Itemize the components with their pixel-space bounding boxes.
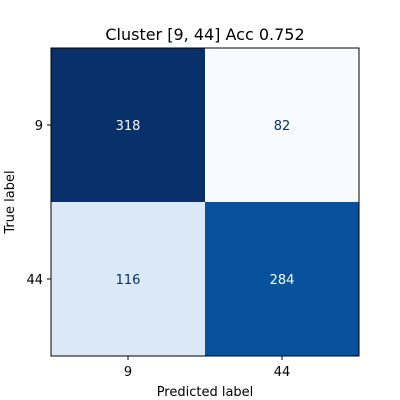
cell-value-0-1: 82	[274, 119, 291, 134]
y-axis-label: True label	[3, 170, 18, 234]
cell-value-0-0: 318	[116, 119, 141, 134]
x-axis-label: Predicted label	[157, 385, 254, 400]
y-axis-ticks: 9 44	[26, 119, 51, 288]
y-tick-label: 9	[35, 119, 43, 134]
heatmap-cell-1-1	[205, 202, 359, 356]
heatmap-cells: 318 82 116 284	[51, 48, 359, 356]
chart-title: Cluster [9, 44] Acc 0.752	[105, 25, 304, 44]
x-axis-ticks: 9 44	[124, 356, 290, 380]
heatmap-cell-1-0	[51, 202, 205, 356]
plot-frame	[50, 47, 360, 357]
x-tick-label: 9	[124, 365, 132, 380]
cell-value-1-0: 116	[116, 273, 141, 288]
heatmap-cell-0-1	[205, 48, 359, 202]
cell-value-1-1: 284	[270, 273, 295, 288]
y-tick-label: 44	[26, 273, 43, 288]
x-tick-label: 44	[274, 365, 291, 380]
heatmap-cell-0-0	[51, 48, 205, 202]
